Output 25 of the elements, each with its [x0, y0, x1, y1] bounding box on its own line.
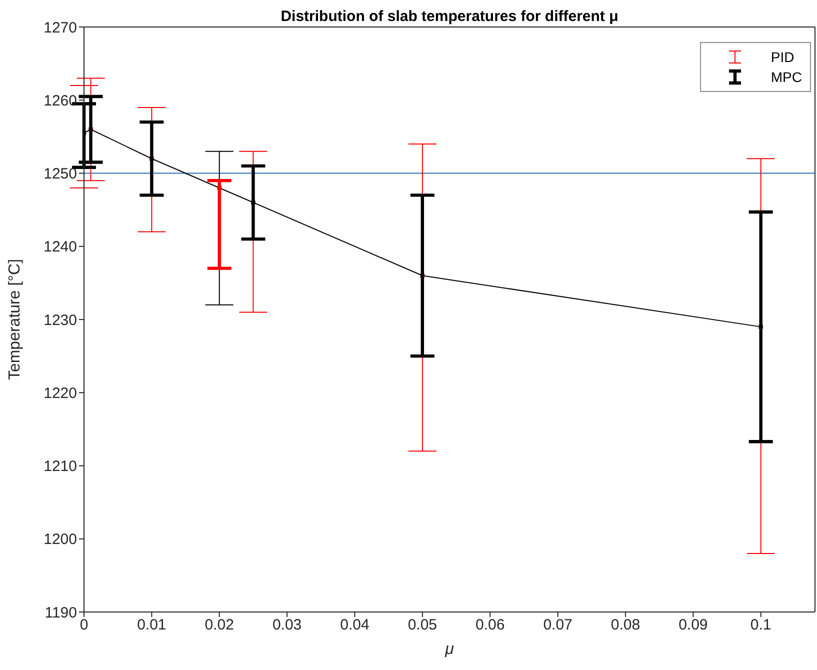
y-tick-label: 1200	[44, 531, 77, 548]
x-tick-label: 0.03	[272, 616, 302, 634]
y-tick-label: 1240	[44, 238, 77, 256]
y-tick-label: 1270	[44, 19, 77, 36]
x-axis-title: μ	[445, 641, 454, 658]
y-tick-label: 1220	[44, 384, 77, 402]
y-tick-label: 1210	[44, 458, 77, 476]
legend-label: MPC	[770, 69, 802, 85]
x-tick-label: 0.09	[678, 616, 708, 634]
x-tick-label: 0	[80, 616, 88, 634]
y-tick-label: 1230	[44, 312, 77, 329]
x-tick-label: 0.04	[340, 616, 370, 634]
y-tick-label: 1260	[44, 92, 77, 110]
x-tick-label: 0.08	[610, 616, 640, 634]
x-tick-label: 0.05	[408, 616, 438, 634]
chart-title: Distribution of slab temperatures for different μ	[280, 8, 618, 25]
x-tick-label: 0.02	[204, 616, 234, 634]
x-tick-label: 0.01	[137, 616, 166, 634]
y-tick-label: 1190	[44, 604, 77, 622]
y-tick-label: 1250	[44, 166, 77, 183]
x-tick-label: 0.06	[476, 616, 505, 634]
y-axis-title: Temperature [°C]	[6, 258, 24, 380]
legend-label: PID	[770, 49, 794, 65]
x-tick-label: 0.07	[543, 616, 572, 634]
x-tick-label: 0.1	[750, 616, 772, 634]
